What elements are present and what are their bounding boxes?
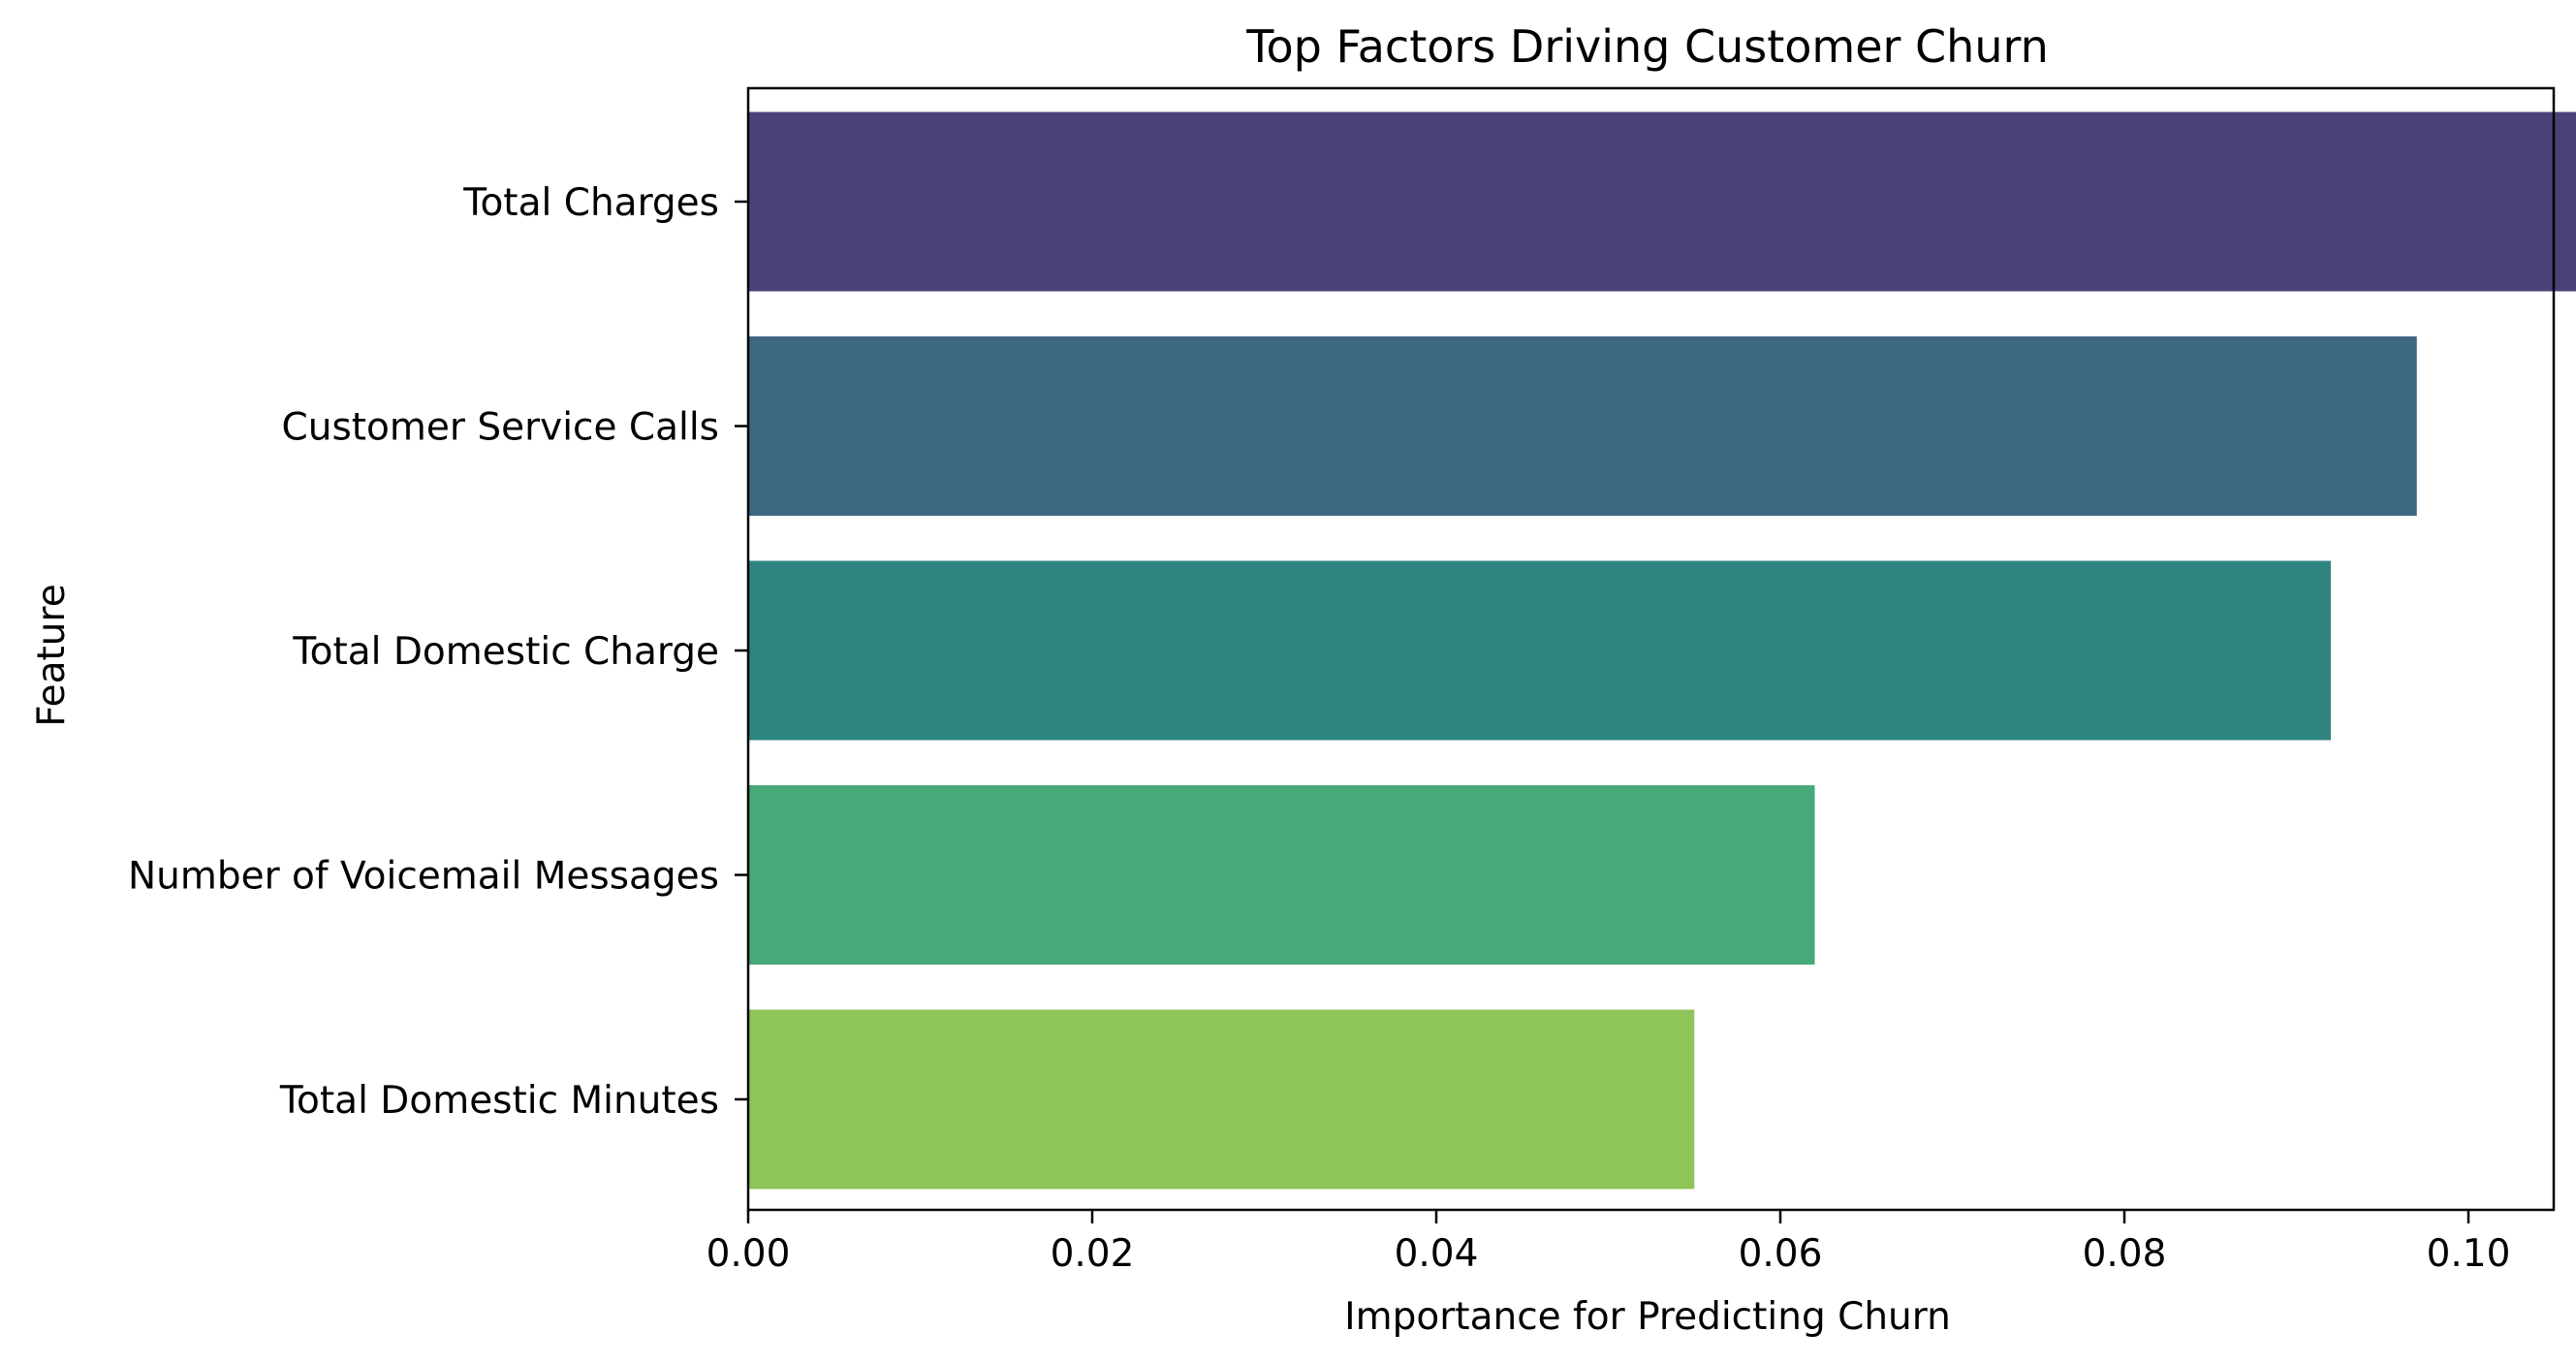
y-axis-ticks: Total Charges Customer Service Calls Total…: [128, 181, 748, 1123]
bars-group: [748, 111, 2576, 1190]
bar-total-charges: [748, 111, 2576, 292]
x-tick-label: 0.00: [707, 1232, 791, 1276]
y-tick-label: Total Domestic Charge: [292, 630, 719, 674]
bar-total-domestic-minutes: [748, 1009, 1695, 1190]
bar-customer-service-calls: [748, 336, 2417, 516]
x-tick-label: 0.06: [1739, 1232, 1823, 1276]
x-tick-label: 0.10: [2427, 1232, 2511, 1276]
bar-total-domestic-charge: [748, 560, 2331, 741]
y-tick-label: Total Charges: [462, 181, 719, 225]
y-tick-label: Customer Service Calls: [282, 406, 720, 450]
y-axis-label: Feature: [30, 584, 74, 726]
bar-number-of-voicemail-messages: [748, 785, 1815, 965]
plot-frame: [746, 86, 2556, 1212]
x-axis-ticks: 0.00 0.02 0.04 0.06 0.08 0.10: [707, 1210, 2511, 1276]
x-tick-label: 0.08: [2083, 1232, 2167, 1276]
y-tick-label: Total Domestic Minutes: [279, 1079, 719, 1123]
chart-title: Top Factors Driving Customer Churn: [1245, 20, 2048, 73]
x-axis-label: Importance for Predicting Churn: [1344, 1295, 1951, 1339]
x-tick-label: 0.04: [1395, 1232, 1479, 1276]
y-tick-label: Number of Voicemail Messages: [128, 855, 719, 899]
x-tick-label: 0.02: [1051, 1232, 1135, 1276]
